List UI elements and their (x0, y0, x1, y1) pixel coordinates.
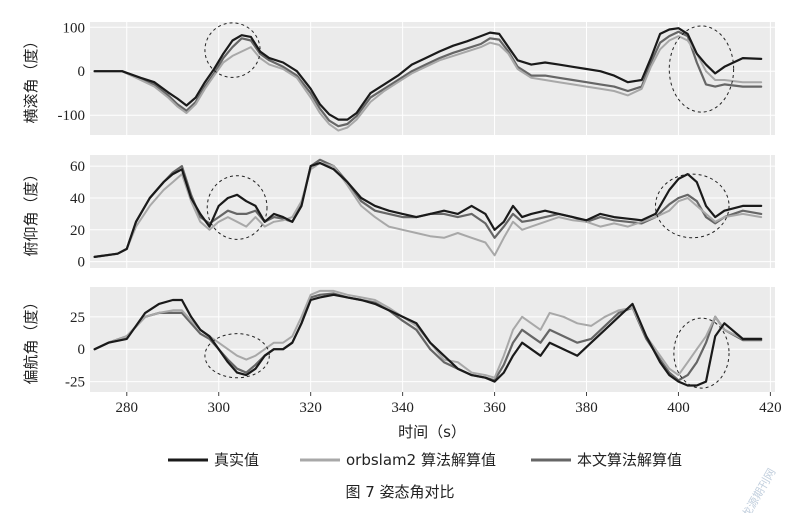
x-tick-label: 280 (116, 400, 139, 416)
series-line-3 (93, 30, 763, 128)
legend-label: 本文算法解算值 (577, 451, 682, 469)
highlight-ellipse (204, 22, 261, 78)
legend-label: 真实值 (214, 451, 259, 469)
panel-background (90, 287, 775, 392)
legend-item: 真实值 (168, 451, 259, 469)
x-axis: 280 300 320 340 360 380 400 420 (116, 392, 782, 416)
series-line-2 (93, 162, 763, 258)
x-tick-label: 400 (667, 400, 690, 416)
figure-caption: 图 7 姿态角对比 (345, 483, 454, 501)
series-line-1 (93, 27, 763, 121)
highlight-ellipse (206, 175, 268, 240)
legend-label: orbslam2 算法解算值 (346, 451, 496, 469)
legend: 真实值 orbslam2 算法解算值 本文算法解算值 (168, 451, 682, 469)
y-axis-label: 俯仰角（度） (22, 166, 40, 256)
x-tick-label: 360 (483, 400, 506, 416)
panel-3: -25 0 25 偏航角（度） (22, 287, 775, 392)
y-tick-label: 0 (78, 255, 86, 271)
y-axis-label: 偏航角（度） (22, 294, 40, 384)
legend-item: orbslam2 算法解算值 (300, 451, 496, 469)
y-tick-label: 20 (70, 223, 85, 239)
series-group (93, 289, 763, 387)
y-axis-label: 横滚角（度） (22, 33, 40, 123)
highlight-ellipse (673, 317, 730, 389)
series-group (93, 158, 763, 258)
y-tick-label: 40 (70, 191, 85, 207)
series-group (93, 27, 763, 132)
panel-2: 0 20 40 60 俯仰角（度） (22, 155, 775, 271)
series-line-2 (93, 35, 763, 132)
y-tick-label: -25 (65, 375, 85, 391)
y-tick-label: 0 (78, 64, 86, 80)
x-tick-label: 420 (759, 400, 782, 416)
y-tick-label: 25 (70, 310, 85, 326)
y-tick-label: 60 (70, 159, 85, 175)
chart-panels: -100 0 100 横滚角（度） 0 20 40 60 俯仰角（度） -25 0 25 偏航角（度） (22, 20, 775, 392)
panel-background (90, 155, 775, 268)
y-tick-label: 0 (78, 342, 86, 358)
y-tick-label: 100 (63, 20, 86, 36)
watermark: 龙源期刊网 (739, 466, 779, 513)
x-tick-label: 300 (207, 400, 230, 416)
x-tick-label: 380 (575, 400, 598, 416)
series-line-1 (93, 293, 763, 387)
highlight-ellipse (668, 25, 735, 113)
x-axis-label: 时间（s） (398, 423, 466, 441)
series-line-1 (93, 161, 763, 258)
y-tick-label: -100 (58, 108, 86, 124)
highlight-ellipse (654, 173, 730, 239)
x-tick-label: 340 (391, 400, 414, 416)
x-tick-label: 320 (299, 400, 322, 416)
highlight-ellipse (204, 333, 270, 379)
panel-1: -100 0 100 横滚角（度） (22, 20, 775, 135)
legend-item: 本文算法解算值 (531, 451, 682, 469)
